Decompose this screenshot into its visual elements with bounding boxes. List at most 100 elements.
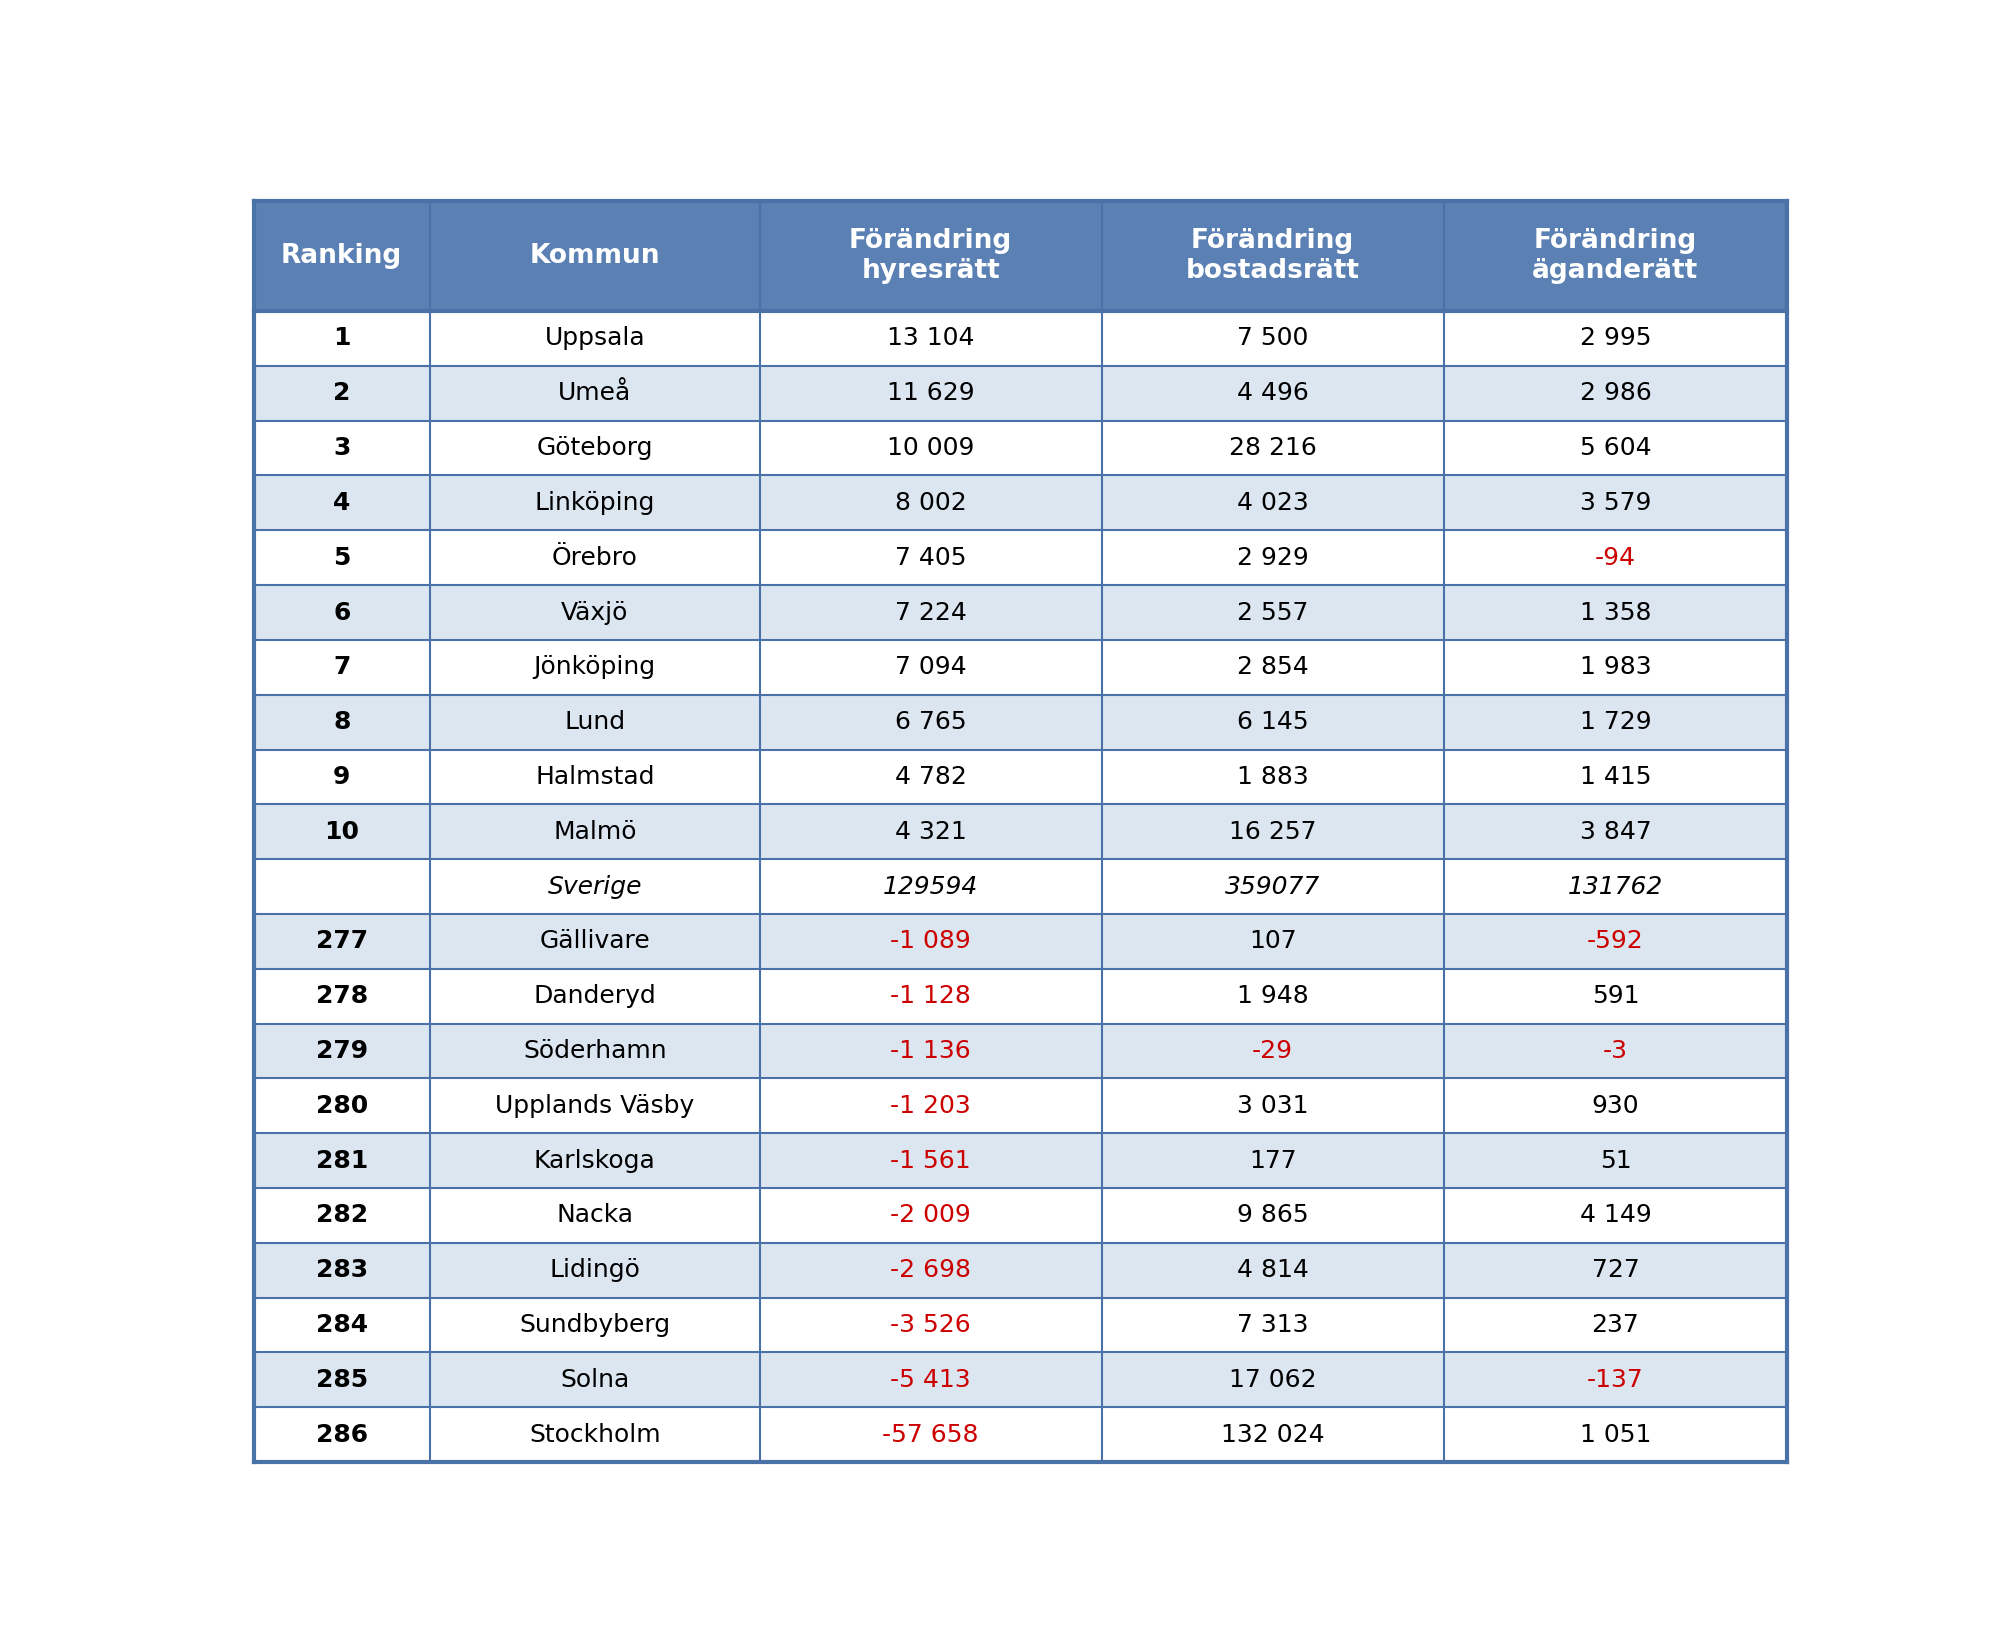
Text: 6 145: 6 145	[1236, 710, 1308, 735]
Text: -137: -137	[1587, 1367, 1645, 1392]
Bar	[1101, 1243, 1443, 1298]
Text: 591: 591	[1591, 985, 1639, 1008]
Text: 7 094: 7 094	[894, 656, 966, 679]
Bar	[430, 860, 761, 914]
Bar	[761, 1023, 1101, 1079]
Bar	[253, 1298, 430, 1352]
Bar	[1443, 914, 1788, 968]
Text: 1 415: 1 415	[1579, 764, 1651, 789]
Bar	[430, 1407, 761, 1463]
Text: Kommun: Kommun	[530, 244, 661, 268]
Text: Förändring
äganderätt: Förändring äganderätt	[1533, 229, 1698, 285]
Text: 278: 278	[317, 985, 368, 1008]
Bar	[430, 968, 761, 1023]
Bar	[253, 804, 430, 860]
Text: 727: 727	[1591, 1258, 1639, 1283]
Bar	[1443, 585, 1788, 641]
Text: Söderhamn: Söderhamn	[524, 1039, 667, 1062]
Bar	[253, 1243, 430, 1298]
Text: 285: 285	[317, 1367, 368, 1392]
Bar	[1443, 968, 1788, 1023]
Text: Halmstad: Halmstad	[536, 764, 655, 789]
Bar	[253, 201, 430, 311]
Bar	[1443, 311, 1788, 366]
Bar	[430, 201, 761, 311]
Text: Karlskoga: Karlskoga	[534, 1148, 655, 1173]
Bar	[1443, 1243, 1788, 1298]
Text: 4 321: 4 321	[894, 820, 966, 843]
Text: 129594: 129594	[884, 875, 978, 899]
Text: 4 149: 4 149	[1579, 1204, 1651, 1227]
Bar	[430, 476, 761, 530]
Text: Lidingö: Lidingö	[550, 1258, 641, 1283]
Text: 7 405: 7 405	[894, 545, 966, 570]
Text: 2 854: 2 854	[1236, 656, 1308, 679]
Text: Örebro: Örebro	[552, 545, 637, 570]
Text: 131762: 131762	[1567, 875, 1662, 899]
Text: 237: 237	[1591, 1313, 1639, 1337]
Bar	[1101, 201, 1443, 311]
Bar	[1443, 1023, 1788, 1079]
Bar	[253, 1187, 430, 1243]
Bar	[430, 914, 761, 968]
Text: Gällivare: Gällivare	[540, 929, 651, 954]
Text: 282: 282	[317, 1204, 368, 1227]
Text: 51: 51	[1599, 1148, 1631, 1173]
Bar	[1101, 968, 1443, 1023]
Text: Sverige: Sverige	[548, 875, 641, 899]
Bar	[430, 530, 761, 585]
Bar	[253, 1133, 430, 1187]
Text: Stockholm: Stockholm	[530, 1423, 661, 1446]
Text: 359077: 359077	[1224, 875, 1320, 899]
Text: 4 496: 4 496	[1236, 380, 1308, 405]
Bar	[761, 585, 1101, 641]
Text: -29: -29	[1252, 1039, 1294, 1062]
Bar	[430, 1133, 761, 1187]
Text: -57 658: -57 658	[882, 1423, 980, 1446]
Text: 132 024: 132 024	[1220, 1423, 1324, 1446]
Text: 2 986: 2 986	[1579, 380, 1651, 405]
Bar	[761, 1352, 1101, 1407]
Bar	[1443, 476, 1788, 530]
Bar	[1443, 1187, 1788, 1243]
Bar	[1443, 530, 1788, 585]
Text: -2 009: -2 009	[890, 1204, 972, 1227]
Bar	[1101, 860, 1443, 914]
Bar	[1101, 641, 1443, 695]
Text: Nacka: Nacka	[555, 1204, 633, 1227]
Bar	[761, 1243, 1101, 1298]
Text: -3 526: -3 526	[890, 1313, 972, 1337]
Bar	[1443, 804, 1788, 860]
Text: 2 929: 2 929	[1236, 545, 1308, 570]
Text: 9: 9	[332, 764, 350, 789]
Text: 7 224: 7 224	[894, 601, 966, 624]
Bar	[430, 1079, 761, 1133]
Text: 1 983: 1 983	[1579, 656, 1651, 679]
Bar	[1101, 1187, 1443, 1243]
Text: -592: -592	[1587, 929, 1645, 954]
Bar	[761, 1079, 1101, 1133]
Bar	[761, 804, 1101, 860]
Bar	[1443, 1133, 1788, 1187]
Bar	[253, 420, 430, 476]
Bar	[253, 695, 430, 749]
Bar	[761, 530, 1101, 585]
Text: 284: 284	[317, 1313, 368, 1337]
Text: Uppsala: Uppsala	[544, 326, 645, 351]
Bar	[1101, 420, 1443, 476]
Text: -1 136: -1 136	[890, 1039, 972, 1062]
Bar	[430, 1023, 761, 1079]
Text: 6 765: 6 765	[894, 710, 966, 735]
Text: Linköping: Linköping	[534, 491, 655, 516]
Text: Ranking: Ranking	[281, 244, 402, 268]
Bar	[430, 641, 761, 695]
Bar	[761, 1298, 1101, 1352]
Text: Förändring
hyresrätt: Förändring hyresrätt	[848, 229, 1011, 285]
Bar	[1443, 1407, 1788, 1463]
Text: 107: 107	[1248, 929, 1296, 954]
Bar	[430, 1352, 761, 1407]
Text: 28 216: 28 216	[1228, 436, 1316, 460]
Text: 17 062: 17 062	[1228, 1367, 1316, 1392]
Bar	[1101, 311, 1443, 366]
Text: 8 002: 8 002	[894, 491, 966, 516]
